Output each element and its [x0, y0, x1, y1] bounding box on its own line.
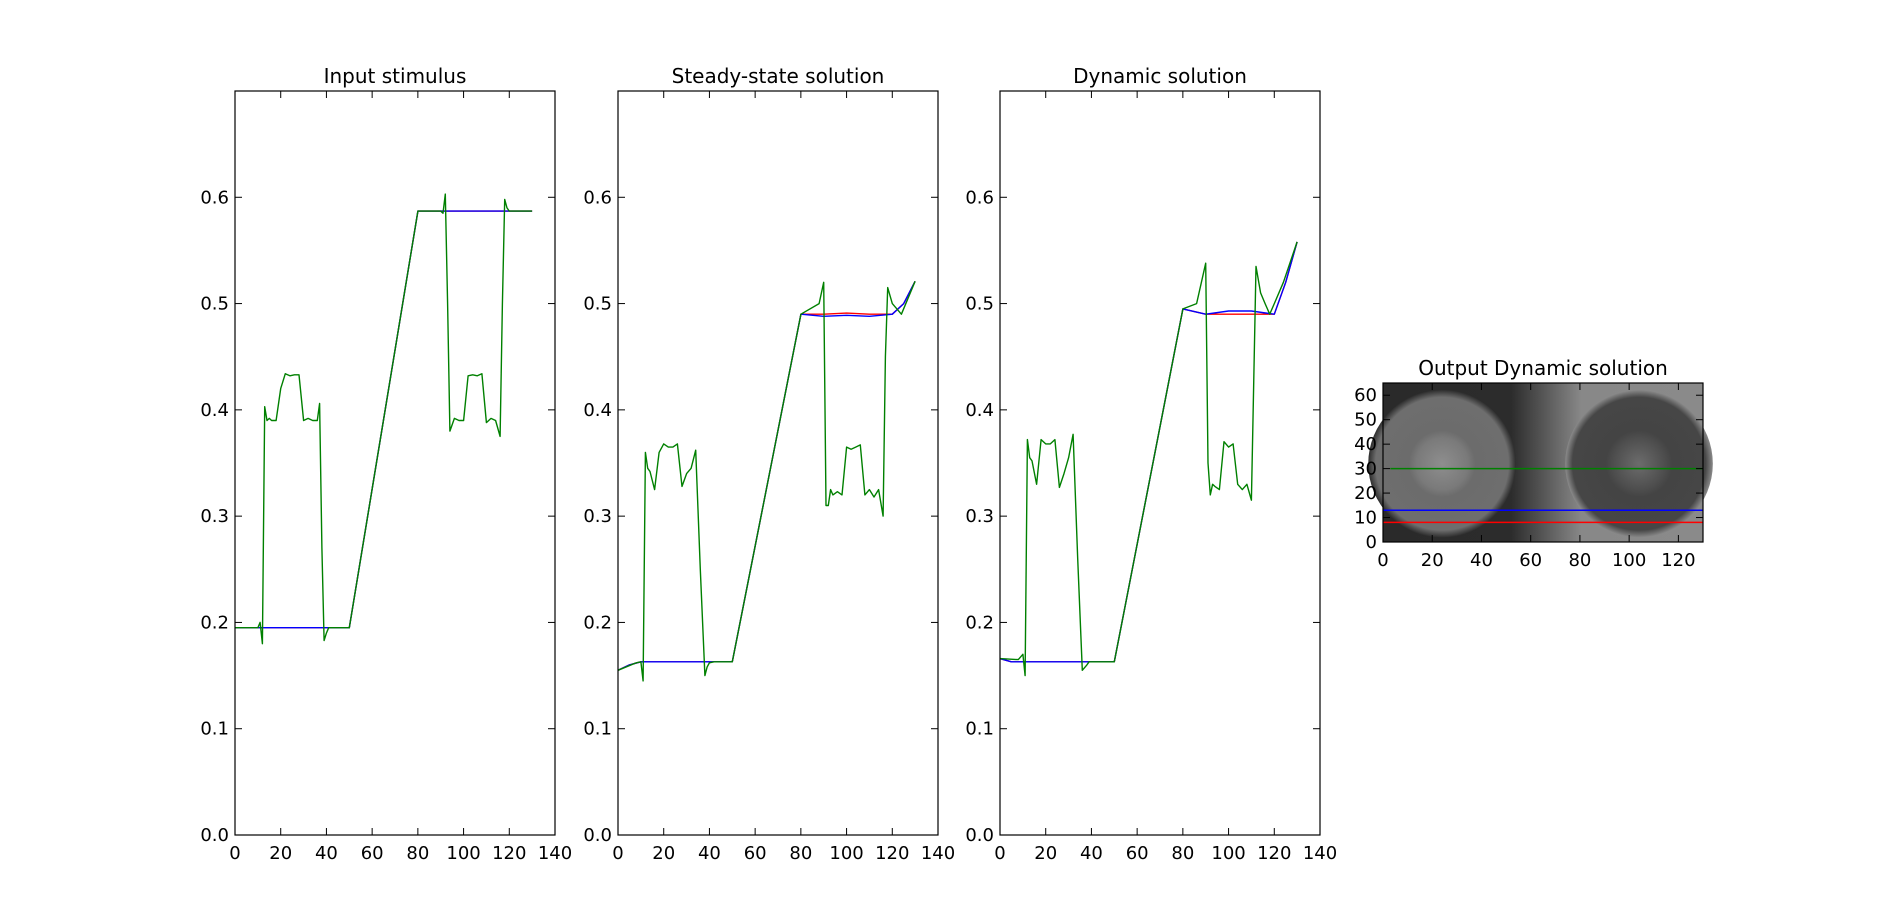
- y-tick-label: 0: [1366, 532, 1377, 553]
- x-tick-label: 0: [229, 843, 240, 864]
- series-line-2: [618, 281, 916, 682]
- y-tick-label: 0.4: [200, 400, 229, 421]
- chart-steady-state-solution: 0 20 40 60 80 100 120 140 0.0 0.1 0.2 0.3 0.4 0.5 0.6 S…: [583, 64, 955, 864]
- y-tick-label: 0.1: [200, 719, 229, 740]
- y-tick-label: 0.0: [583, 825, 612, 846]
- chart-title: Input stimulus: [324, 64, 467, 88]
- y-tick-label: 30: [1354, 459, 1377, 480]
- series-line-2: [235, 193, 533, 645]
- y-tick-label: 60: [1354, 385, 1377, 406]
- x-tick-label: 40: [315, 843, 338, 864]
- y-tick-label: 0.5: [583, 294, 612, 315]
- y-tick-label: 0.6: [200, 187, 229, 208]
- y-tick-label: 0.4: [965, 400, 994, 421]
- heatmap-disk-right: [1565, 389, 1713, 538]
- chart-title: Output Dynamic solution: [1418, 356, 1668, 380]
- y-tick-label: 0.2: [965, 612, 994, 633]
- x-tick-label: 140: [921, 843, 955, 864]
- x-tick-label: 80: [789, 843, 812, 864]
- axes-frame: [617, 90, 939, 836]
- x-tick-label: 100: [446, 843, 480, 864]
- y-tick-label: 0.4: [583, 400, 612, 421]
- x-tick-label: 120: [492, 843, 526, 864]
- chart-input-stimulus: 0 20 40 60 80 100 120 140 0.0 0.1 0.2 0.3 0.4 0.5 0.6 I…: [200, 64, 572, 864]
- y-tick-label: 10: [1354, 508, 1377, 529]
- heatmap-disk-left: [1368, 389, 1516, 538]
- y-tick-label: 0.3: [200, 506, 229, 527]
- y-tick-label: 0.0: [200, 825, 229, 846]
- x-tick-label: 0: [1377, 550, 1388, 571]
- y-tick-label: 0.2: [200, 612, 229, 633]
- y-tick-label: 0.6: [965, 187, 994, 208]
- x-tick-label: 60: [744, 843, 767, 864]
- x-tick-label: 60: [1519, 550, 1542, 571]
- x-tick-label: 120: [1661, 550, 1695, 571]
- axes-frame: [234, 90, 556, 836]
- chart-title: Steady-state solution: [672, 64, 885, 88]
- x-tick-label: 100: [829, 843, 863, 864]
- x-tick-label: 20: [1421, 550, 1444, 571]
- x-tick-label: 20: [269, 843, 292, 864]
- x-tick-label: 20: [652, 843, 675, 864]
- plot-area: [1000, 241, 1298, 677]
- series-line-2: [1000, 241, 1298, 677]
- x-tick-label: 20: [1034, 843, 1057, 864]
- x-tick-label: 40: [698, 843, 721, 864]
- y-tick-label: 40: [1354, 434, 1377, 455]
- y-tick-label: 0.5: [965, 294, 994, 315]
- y-tick-label: 0.1: [965, 719, 994, 740]
- x-tick-label: 40: [1080, 843, 1103, 864]
- x-tick-label: 80: [1171, 843, 1194, 864]
- y-tick-label: 0.3: [583, 506, 612, 527]
- chart-title: Dynamic solution: [1073, 64, 1247, 88]
- x-tick-label: 80: [406, 843, 429, 864]
- x-tick-label: 0: [612, 843, 623, 864]
- x-tick-label: 0: [994, 843, 1005, 864]
- y-tick-label: 0.5: [200, 294, 229, 315]
- series-line-1: [618, 280, 916, 671]
- x-tick-label: 140: [1303, 843, 1337, 864]
- y-tick-label: 0.6: [583, 187, 612, 208]
- x-tick-label: 60: [361, 843, 384, 864]
- x-tick-label: 140: [538, 843, 572, 864]
- x-tick-label: 40: [1470, 550, 1493, 571]
- x-tick-label: 100: [1211, 843, 1245, 864]
- axes-frame: [999, 90, 1321, 836]
- y-tick-label: 20: [1354, 483, 1377, 504]
- plot-area: [618, 280, 916, 682]
- series-line-0: [618, 280, 916, 671]
- x-tick-label: 80: [1568, 550, 1591, 571]
- x-tick-label: 60: [1126, 843, 1149, 864]
- y-tick-label: 0.1: [583, 719, 612, 740]
- chart-dynamic-solution: 0 20 40 60 80 100 120 140 0.0 0.1 0.2 0.3 0.4 0.5 0.6 D…: [965, 64, 1337, 864]
- plot-area: [235, 193, 533, 645]
- x-tick-label: 120: [875, 843, 909, 864]
- y-tick-label: 0.0: [965, 825, 994, 846]
- axes-frame: [1382, 382, 1704, 543]
- x-tick-label: 120: [1257, 843, 1291, 864]
- y-tick-label: 50: [1354, 410, 1377, 431]
- x-tick-label: 100: [1612, 550, 1646, 571]
- y-tick-label: 0.2: [583, 612, 612, 633]
- y-tick-label: 0.3: [965, 506, 994, 527]
